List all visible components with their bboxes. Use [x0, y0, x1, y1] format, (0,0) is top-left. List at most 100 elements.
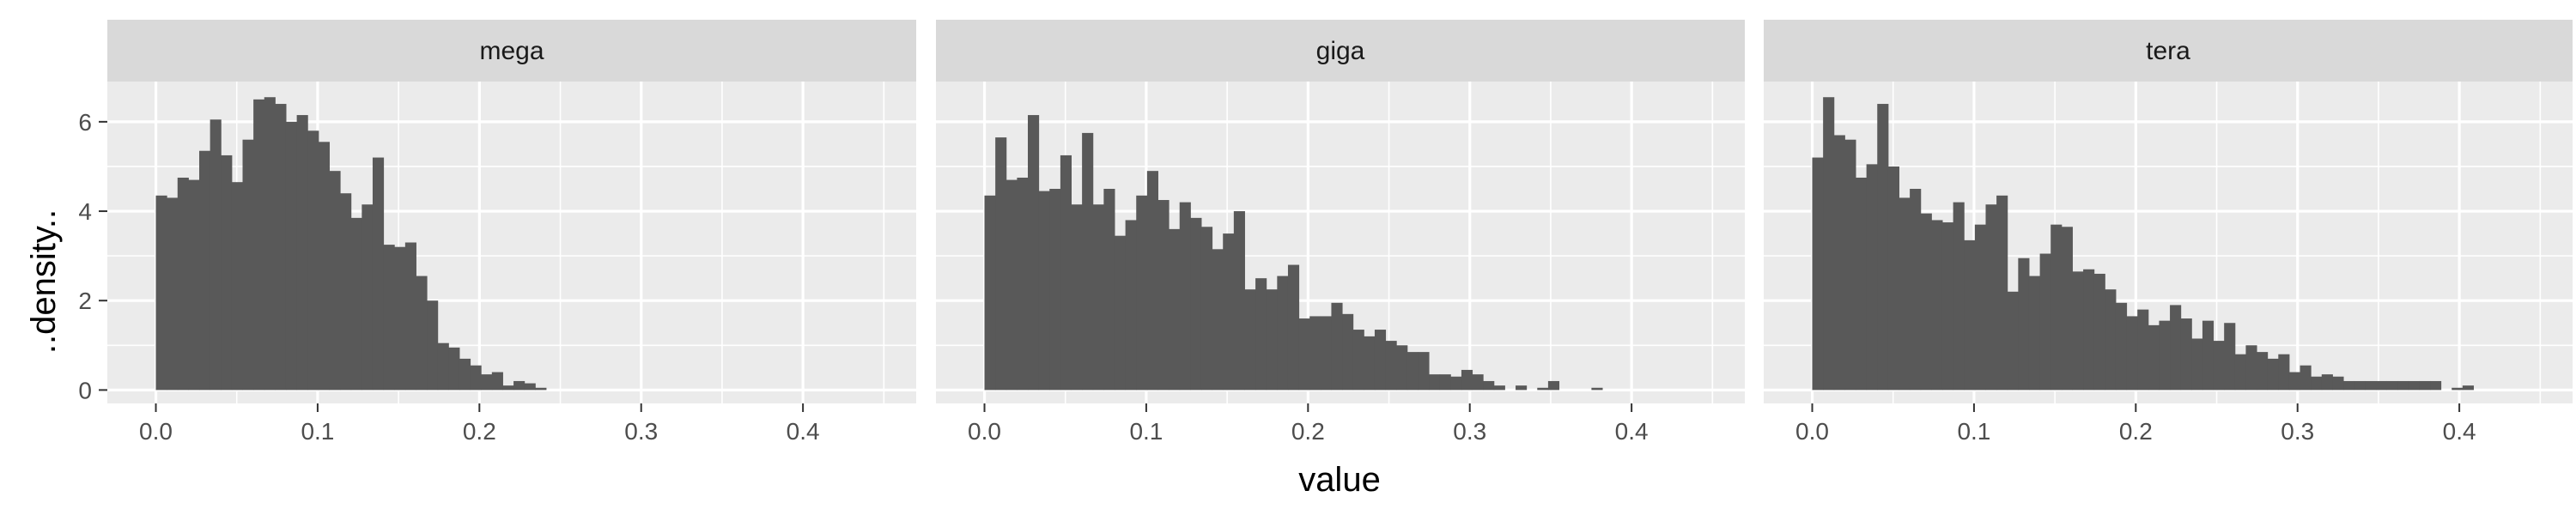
histogram-bar	[1833, 135, 1845, 391]
histogram-bar	[1396, 345, 1408, 391]
x-tick-label: 0.1	[301, 418, 334, 445]
histogram-bar	[2300, 365, 2312, 391]
histogram-bar	[2224, 323, 2236, 391]
facet-strip-label: tera	[2146, 37, 2190, 65]
y-tick-label: 6	[78, 109, 92, 136]
histogram-bar	[2018, 258, 2030, 391]
histogram-bar	[1049, 189, 1061, 391]
histogram-bar	[1450, 376, 1462, 391]
histogram-bar	[2278, 354, 2290, 391]
histogram-bar	[995, 137, 1007, 391]
histogram-bar	[1406, 352, 1419, 391]
histogram-bar	[984, 195, 996, 391]
histogram-bar	[1941, 222, 1954, 391]
histogram-bar	[1877, 104, 1889, 391]
histogram-bar	[1331, 302, 1343, 391]
histogram-bar	[1244, 289, 1256, 391]
histogram-bar	[437, 342, 449, 391]
histogram-bar	[1223, 233, 1235, 391]
histogram-bar	[2115, 302, 2128, 391]
histogram-bar	[2311, 376, 2323, 391]
histogram-bar	[1493, 385, 1505, 391]
histogram-bar	[1136, 195, 1148, 391]
histogram-bar	[1418, 352, 1430, 391]
histogram-bar	[1071, 204, 1083, 391]
histogram-bar	[1374, 330, 1387, 391]
histogram-bar	[1082, 132, 1094, 391]
histogram-bar	[481, 374, 493, 391]
histogram-bar	[1103, 189, 1115, 391]
histogram-bar	[285, 121, 298, 391]
histogram-bar	[2050, 224, 2063, 391]
histogram-bar	[253, 99, 265, 391]
histogram-bar	[1472, 374, 1484, 391]
histogram-bar	[1212, 249, 1224, 391]
histogram-bar	[340, 193, 352, 391]
histogram-bar	[1266, 289, 1278, 391]
y-tick-label: 4	[78, 198, 92, 225]
histogram-bar	[1320, 316, 1332, 391]
histogram-bar	[221, 154, 233, 391]
histogram-bar	[231, 182, 244, 391]
histogram-bar	[1812, 157, 1824, 391]
histogram-bar	[2180, 318, 2192, 391]
histogram-bar	[296, 115, 308, 391]
histogram-bar	[502, 385, 514, 391]
histogram-bar	[1931, 220, 1943, 391]
x-tick-label: 0.2	[2119, 418, 2153, 445]
histogram-bar	[1028, 115, 1040, 391]
histogram-bar	[2288, 372, 2301, 391]
histogram-bar	[1060, 154, 1072, 391]
facet-panel-mega: mega 0.0 0.1 0.2 0.3 0.4 0 2 4 6	[78, 20, 916, 445]
histogram-bar	[1964, 239, 1976, 391]
histogram-bar	[2397, 380, 2409, 391]
histogram-bar	[394, 246, 406, 391]
histogram-bar	[2007, 291, 2019, 391]
histogram-bar	[350, 217, 362, 391]
x-tick-label: 0.2	[463, 418, 496, 445]
histogram-bar	[2430, 380, 2442, 391]
histogram-bar	[2386, 380, 2398, 391]
x-tick-label: 0.3	[624, 418, 658, 445]
histogram-bar	[1856, 177, 1868, 391]
histogram-bar	[427, 300, 439, 391]
histogram-bar	[1537, 387, 1549, 391]
histogram-bar	[2343, 380, 2355, 391]
histogram-bar	[2365, 380, 2377, 391]
histogram-bar	[2148, 324, 2160, 391]
histogram-bar	[188, 179, 200, 391]
facet-strip	[936, 20, 1745, 82]
histogram-bar	[1866, 164, 1878, 391]
histogram-bar	[470, 365, 482, 391]
x-tick-label: 0.4	[2443, 418, 2476, 445]
facet-panel-tera: tera 0.0 0.1 0.2 0.3 0.4	[1764, 20, 2573, 445]
histogram-bar	[307, 130, 319, 391]
histogram-bar	[2451, 387, 2464, 391]
histogram-bar	[199, 150, 211, 391]
histogram-bar	[2083, 269, 2095, 391]
histogram-bar	[491, 372, 503, 391]
x-tick-label: 0.0	[1795, 418, 1829, 445]
histogram-bar	[1169, 228, 1181, 391]
histogram-bar	[1179, 202, 1191, 391]
histogram-bar	[1429, 374, 1441, 391]
x-tick-label: 0.4	[1615, 418, 1649, 445]
histogram-bar	[2332, 376, 2344, 391]
histogram-bar	[2039, 253, 2051, 391]
y-tick-label: 2	[78, 288, 92, 314]
histogram-bar	[1547, 380, 1560, 391]
histogram-bar	[1823, 97, 1835, 391]
x-tick-label: 0.3	[1453, 418, 1486, 445]
histogram-bar	[2028, 276, 2041, 391]
histogram-bar	[2093, 273, 2105, 391]
histogram-bar	[2213, 341, 2225, 391]
x-tick-label: 0.2	[1291, 418, 1325, 445]
histogram-bar	[1920, 213, 1932, 391]
histogram-bar	[1005, 179, 1018, 391]
histogram-bar	[383, 245, 395, 391]
facet-strip	[1764, 20, 2573, 82]
histogram-bar	[2137, 309, 2149, 391]
histogram-bar	[2462, 385, 2475, 391]
histogram-bar	[1953, 202, 1965, 391]
histogram-bar	[264, 97, 276, 391]
